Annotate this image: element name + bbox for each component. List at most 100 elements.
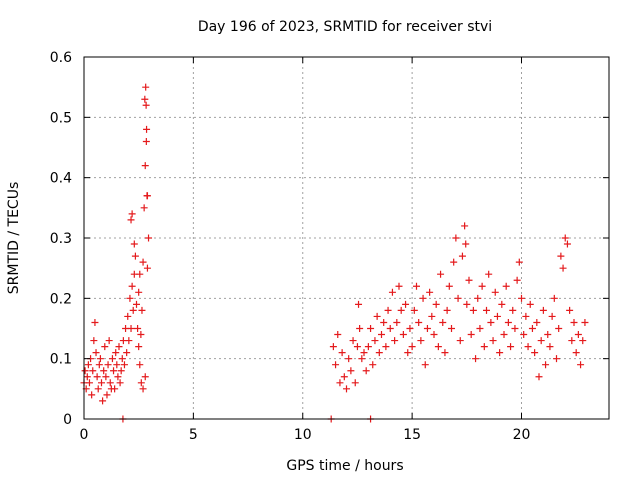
x-tick-label: 0	[80, 427, 89, 443]
data-point	[362, 367, 370, 375]
data-point	[528, 325, 536, 332]
y-tick-label: 0.3	[50, 231, 72, 247]
data-point	[114, 373, 122, 381]
data-point	[544, 331, 552, 339]
data-point	[574, 331, 582, 339]
data-point	[93, 373, 101, 381]
data-point	[124, 312, 132, 320]
data-point	[340, 373, 348, 381]
data-point	[472, 355, 480, 363]
data-point	[358, 355, 366, 363]
data-point	[102, 373, 110, 381]
data-point	[559, 264, 567, 272]
data-point	[96, 355, 104, 363]
data-point	[91, 318, 99, 326]
data-point	[539, 306, 547, 314]
data-point	[476, 325, 484, 332]
data-point	[452, 234, 460, 242]
data-point	[570, 318, 578, 326]
data-point	[432, 300, 440, 308]
y-tick-label: 0.6	[50, 50, 72, 66]
data-point	[141, 95, 149, 103]
data-point	[524, 343, 532, 351]
data-point	[456, 337, 464, 345]
data-point	[513, 276, 521, 284]
data-point	[491, 288, 499, 296]
data-point	[135, 343, 143, 351]
data-point	[128, 282, 136, 290]
data-point	[367, 325, 375, 332]
data-point	[110, 367, 118, 375]
data-point	[116, 379, 124, 387]
data-point	[139, 258, 147, 266]
data-point	[487, 318, 495, 326]
data-point	[332, 361, 340, 369]
x-axis-label: GPS time / hours	[286, 458, 403, 474]
data-point	[423, 325, 431, 332]
data-point	[485, 270, 493, 278]
data-point	[139, 385, 147, 393]
data-point	[489, 337, 497, 345]
data-point	[123, 349, 131, 357]
data-point	[546, 343, 554, 351]
data-point	[373, 312, 381, 320]
data-point	[99, 397, 107, 405]
data-point	[437, 270, 445, 278]
data-point	[393, 318, 401, 326]
data-point	[404, 349, 412, 357]
data-point	[108, 355, 116, 363]
data-point	[143, 125, 151, 133]
data-point	[465, 276, 473, 284]
data-point	[542, 361, 550, 369]
data-point	[537, 337, 545, 345]
data-point	[137, 379, 145, 387]
data-point	[129, 306, 137, 314]
y-tick-label: 0	[63, 412, 72, 428]
data-point	[563, 240, 571, 248]
data-point	[406, 325, 414, 332]
data-point	[384, 306, 392, 314]
data-point	[469, 306, 477, 314]
data-point	[131, 252, 139, 260]
data-point	[502, 282, 510, 290]
data-point	[553, 355, 560, 363]
data-point	[141, 373, 149, 381]
data-point	[88, 391, 96, 399]
data-point	[105, 337, 113, 345]
data-point	[434, 343, 442, 351]
data-point	[507, 343, 515, 351]
data-point	[95, 361, 103, 369]
data-point	[555, 325, 563, 332]
y-axis-label: SRMTID / TECUs	[6, 182, 22, 295]
data-point	[474, 294, 482, 302]
data-point	[120, 361, 128, 369]
data-point	[454, 294, 462, 302]
data-point	[445, 282, 453, 290]
data-point	[90, 337, 98, 345]
y-tick-label: 0.1	[50, 352, 72, 368]
data-point	[85, 379, 93, 387]
y-tick-labels: 0 0.1 0.2 0.3 0.4 0.5 0.6	[50, 50, 72, 428]
data-point	[118, 355, 126, 363]
data-point	[395, 282, 403, 290]
data-point	[127, 216, 135, 224]
chart-title: Day 196 of 2023, SRMTID for receiver stv…	[198, 19, 492, 35]
data-point	[126, 294, 134, 302]
data-point	[113, 361, 121, 369]
data-point	[355, 300, 363, 308]
data-point	[382, 343, 390, 351]
data-point	[135, 288, 143, 296]
data-point	[458, 252, 466, 260]
y-tick-label: 0.4	[50, 171, 72, 187]
data-point	[391, 337, 399, 345]
data-point	[426, 288, 434, 296]
data-point	[345, 355, 353, 363]
scatter-series	[80, 83, 589, 423]
data-point	[136, 270, 144, 278]
data-point	[430, 331, 438, 339]
data-point	[101, 343, 109, 351]
data-point	[386, 325, 394, 332]
x-tick-label: 5	[189, 427, 198, 443]
data-point	[483, 306, 490, 314]
